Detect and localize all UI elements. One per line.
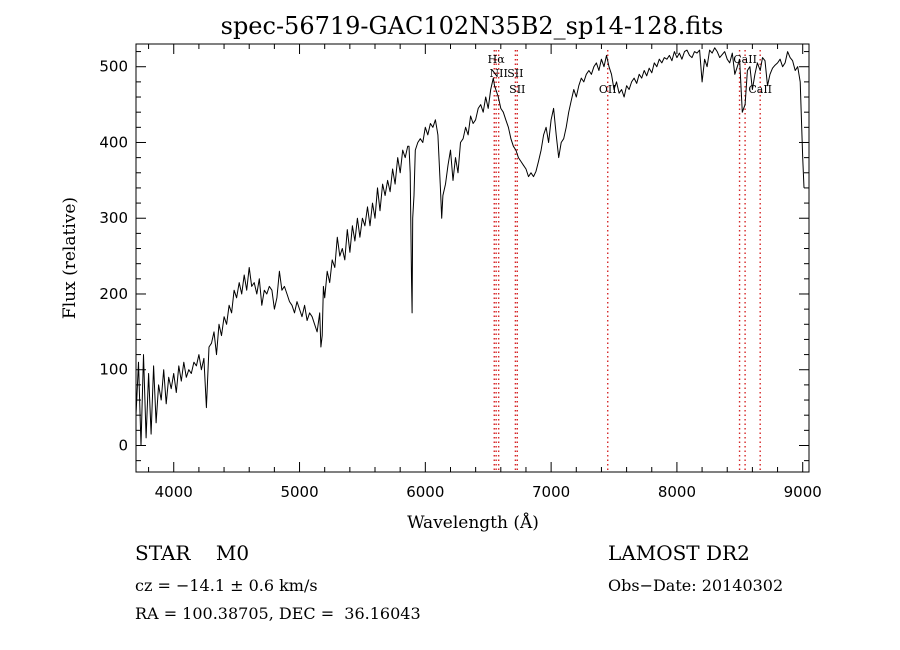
spectral-line-label: NII <box>490 67 508 80</box>
coordinates-text: RA = 100.38705, DEC = 36.16043 <box>135 604 421 623</box>
redshift-text: cz = −14.1 ± 0.6 km/s <box>135 576 318 595</box>
y-tick-label: 400 <box>99 133 128 151</box>
spectrum-series <box>135 47 805 446</box>
y-tick-label: 200 <box>99 285 128 303</box>
y-tick-label: 100 <box>99 361 128 379</box>
x-tick-label: 9000 <box>784 483 822 501</box>
chart-title: spec-56719-GAC102N35B2_sp14-128.fits <box>221 12 724 40</box>
y-tick-label: 300 <box>99 209 128 227</box>
x-tick-label: 6000 <box>406 483 444 501</box>
spectral-line-label: Hα <box>488 53 506 66</box>
plot-frame <box>135 43 810 473</box>
plot-axes <box>135 43 810 473</box>
spectral-line-label: CaII <box>748 83 772 96</box>
object-class-text: STAR M0 <box>135 541 250 565</box>
tick-labels: 4000 5000 6000 7000 8000 9000 0 100 200 300 400 500 <box>99 58 821 501</box>
x-axis-label: Wavelength (Å) <box>407 512 539 533</box>
spectral-line-label: OII <box>599 83 617 96</box>
y-tick-label: 0 <box>118 436 128 454</box>
survey-name-text: LAMOST DR2 <box>608 541 750 565</box>
y-tick-label: 500 <box>99 58 128 76</box>
x-tick-label: 5000 <box>280 483 318 501</box>
x-tick-label: 4000 <box>155 483 193 501</box>
x-tick-label: 7000 <box>532 483 570 501</box>
observation-date-text: Obs−Date: 20140302 <box>608 576 784 595</box>
spectral-line-label: CaII <box>733 53 757 66</box>
x-tick-label: 8000 <box>658 483 696 501</box>
spectral-line-label: SII <box>507 67 523 80</box>
spectrum-line <box>135 47 805 446</box>
spectral-line-label: SII <box>509 83 525 96</box>
y-axis-label: Flux (relative) <box>60 197 80 319</box>
